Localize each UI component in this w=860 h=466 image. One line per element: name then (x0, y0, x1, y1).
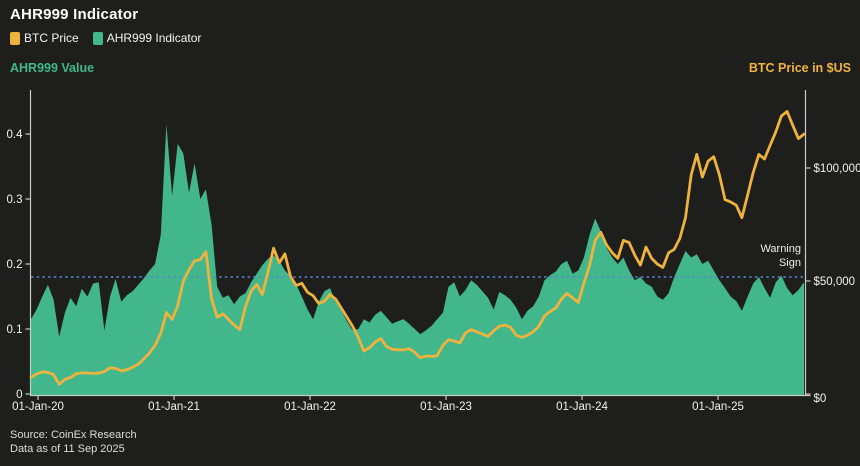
left-axis-title: AHR999 Value (10, 61, 95, 75)
ahr999-area-series (31, 124, 804, 396)
btc-price-swatch-icon (10, 31, 20, 45)
x-axis-tick-label: 01-Jan-20 (12, 401, 64, 413)
x-axis-tick-label: 01-Jan-21 (148, 401, 200, 413)
as-of-text: Data as of 11 Sep 2025 (10, 443, 125, 455)
right-axis-tick-label: $100,000 (814, 163, 860, 175)
legend-label-ahr999: AHR999 Indicator (106, 31, 202, 45)
legend-item-btc-price: BTC Price (10, 31, 79, 45)
legend: BTC Price AHR999 Indicator (10, 31, 201, 45)
left-axis-tick-label: 0.3 (7, 194, 23, 206)
left-axis-tick-label: 0.4 (7, 129, 24, 141)
warning-sign-label: Warning Sign (760, 243, 801, 270)
x-axis-tick-label: 01-Jan-25 (692, 401, 744, 413)
legend-label-btc-price: BTC Price (24, 31, 79, 45)
source-text: Source: CoinEx Research (10, 429, 137, 441)
x-axis-tick-label: 01-Jan-22 (284, 401, 336, 413)
warning-sign-line2: Sign (778, 256, 801, 269)
right-axis-title: BTC Price in $US (748, 61, 851, 75)
warning-sign-line1: Warning (760, 243, 801, 255)
legend-item-ahr999: AHR999 Indicator (92, 31, 202, 45)
right-axis-tick-label: $0 (814, 393, 827, 405)
right-axis-tick-label: $50,000 (814, 276, 856, 288)
chart-title: AHR999 Indicator (10, 6, 139, 23)
left-axis-tick-label: 0.1 (7, 324, 23, 336)
x-axis-tick-label: 01-Jan-23 (420, 401, 472, 413)
left-axis-tick-label: 0.2 (7, 259, 23, 271)
ahr999-swatch-icon (92, 31, 103, 45)
x-axis-tick-label: 01-Jan-24 (556, 401, 608, 413)
btc-price-line-series (29, 110, 806, 386)
left-axis-tick-label: 0 (16, 389, 22, 401)
